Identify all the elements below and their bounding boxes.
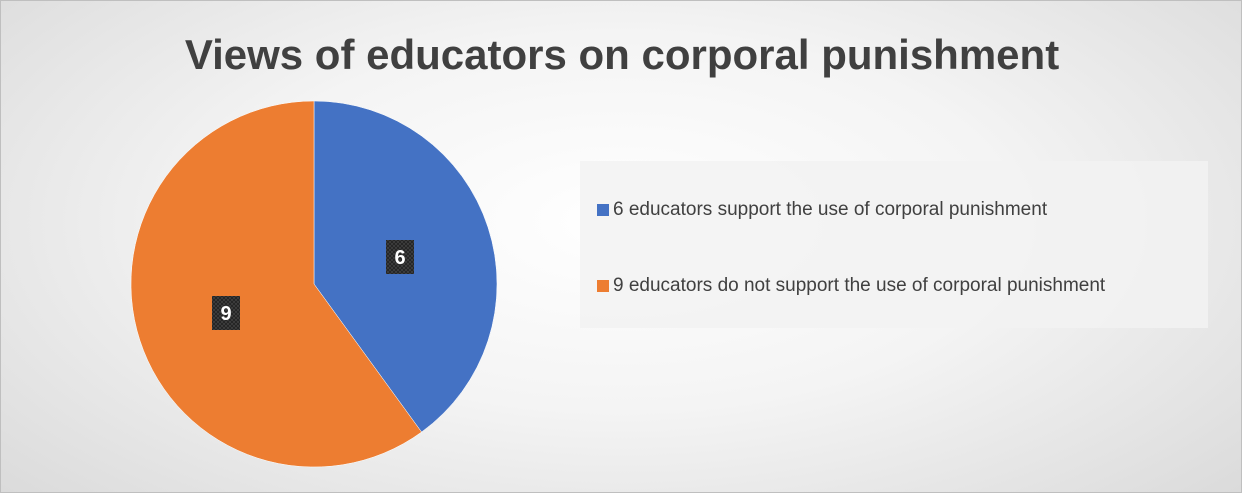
pie-slices bbox=[130, 100, 498, 468]
legend: 6 educators support the use of corporal … bbox=[580, 161, 1208, 328]
data-label-background bbox=[212, 296, 240, 330]
legend-item-support: 6 educators support the use of corporal … bbox=[597, 198, 1047, 222]
data-label-text: 6 bbox=[394, 247, 405, 269]
legend-label-not-support: 9 educators do not support the use of co… bbox=[613, 275, 1106, 296]
legend-swatch-support bbox=[597, 204, 609, 216]
chart-title: Views of educators on corporal punishmen… bbox=[184, 31, 1060, 78]
slice-not-support bbox=[130, 100, 422, 468]
legend-item-not-support: 9 educators do not support the use of co… bbox=[597, 274, 1105, 298]
data-label-background bbox=[386, 240, 414, 274]
legend-label-support: 6 educators support the use of corporal … bbox=[613, 199, 1048, 220]
data-label-text: 9 bbox=[220, 303, 231, 325]
data-labels: 69 bbox=[212, 240, 414, 330]
data-label-support: 6 bbox=[386, 240, 414, 274]
legend-swatch-not-support bbox=[597, 280, 609, 292]
data-label-not-support: 9 bbox=[212, 296, 240, 330]
